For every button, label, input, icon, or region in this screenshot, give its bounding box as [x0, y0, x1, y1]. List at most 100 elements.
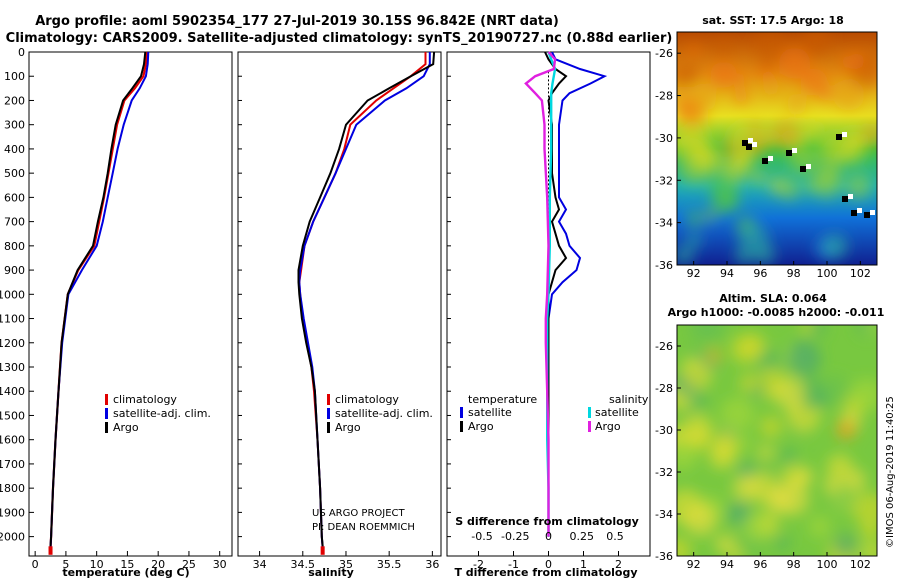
sst-texture-blob	[714, 37, 733, 56]
legend-swatch-satellite	[105, 408, 108, 419]
sla-xtick-label: 96	[753, 558, 767, 571]
imos-timestamp: ©IMOS 06-Aug-2019 11:40:25	[885, 396, 896, 548]
depth-tick-label: 1400	[0, 385, 25, 398]
sla-texture-blob	[850, 378, 877, 412]
sla-texture-blob	[728, 548, 744, 556]
sla-texture-blob	[677, 537, 692, 556]
legend-label-climatology: climatology	[335, 393, 399, 406]
temperature-xtick-label: 0	[32, 558, 39, 571]
sla-map-image	[677, 325, 877, 556]
sla-texture-blob	[741, 512, 772, 542]
sla-texture	[677, 325, 877, 556]
depth-tick-label: 1200	[0, 337, 25, 350]
series-line-salinity-argo	[524, 51, 557, 537]
temperature-xtick-label: 20	[151, 558, 165, 571]
depth-tick-label: 700	[4, 216, 25, 229]
sst-texture-blob	[710, 190, 736, 215]
sst-map-axes: 92 94 96 98 100 102 -26 -28 -30 -32 -34 -36	[655, 47, 871, 280]
difference-xtick-label: -2	[473, 558, 484, 571]
sla-texture-blob	[773, 377, 806, 410]
sla-texture-blob	[795, 467, 814, 486]
sst-xtick-label: 96	[753, 267, 767, 280]
sla-texture-blob	[691, 392, 708, 409]
depth-axis: 0 100 200 300 400 500 600 700 800 900 1000 1100 1200…	[0, 46, 451, 544]
legend-label-temp-argo: Argo	[468, 420, 494, 433]
sla-texture-blob	[684, 504, 717, 537]
depth-tick-label: 900	[4, 264, 25, 277]
s-difference-tick-label: 0	[545, 530, 552, 543]
salinity-xtick-label: 34	[253, 558, 267, 571]
sst-texture-blob	[734, 246, 754, 265]
legend-label-argo: Argo	[335, 421, 361, 434]
sst-texture-blob	[686, 43, 701, 57]
sst-texture-blob	[805, 32, 832, 51]
depth-tick-label: 1700	[0, 458, 25, 471]
cloud-pixel-dark	[742, 140, 748, 146]
legend-label-climatology: climatology	[113, 393, 177, 406]
sst-map-title: sat. SST: 17.5 Argo: 18	[702, 14, 844, 27]
cloud-pixel-light	[752, 142, 757, 147]
sst-texture-blob	[800, 68, 828, 96]
sla-ytick-label: -34	[655, 508, 673, 521]
legend-swatch-climatology	[327, 394, 330, 405]
sst-ytick-label: -30	[655, 132, 673, 145]
depth-tick-label: 400	[4, 143, 25, 156]
sst-texture-blob	[677, 245, 694, 265]
salinity-xtick-label: 35.5	[377, 558, 402, 571]
cloud-pixel-dark	[800, 166, 806, 172]
legend-swatch-argo	[105, 422, 108, 433]
sst-texture-blob	[779, 47, 811, 79]
difference-xtick-label: 2	[615, 558, 622, 571]
series-line-argo	[297, 51, 436, 547]
cloud-pixel-dark	[746, 144, 752, 150]
sla-ytick-label: -32	[655, 466, 673, 479]
sla-texture-blob	[706, 348, 722, 364]
sst-texture-blob	[840, 55, 854, 68]
figure-title-line1: Argo profile: aoml 5902354_177 27-Jul-20…	[35, 14, 559, 29]
sst-texture-blob	[710, 61, 737, 89]
series-line-satellite-adj-clim-	[49, 51, 150, 549]
sst-texture-blob	[733, 88, 749, 104]
legend-title-salinity: salinity	[609, 393, 649, 406]
legend-label-sal-satellite: satellite	[595, 406, 639, 419]
cloud-pixel-dark	[864, 212, 870, 218]
salinity-panel-frame	[237, 51, 442, 557]
series-line-argo	[49, 51, 147, 547]
sst-texture-blob	[845, 173, 872, 200]
sla-texture-blob	[826, 453, 853, 480]
salinity-xlabel: salinity	[308, 566, 354, 579]
sla-texture-blob	[775, 481, 810, 516]
sst-texture-blob	[832, 79, 865, 111]
sst-texture-blob	[750, 170, 765, 185]
sst-xtick-label: 94	[720, 267, 734, 280]
sla-texture-blob	[739, 373, 759, 393]
s-difference-tick-label: 0.5	[606, 530, 624, 543]
sst-texture-blob	[849, 131, 865, 146]
temperature-xlabel: temperature (deg C)	[62, 566, 189, 579]
sla-texture-blob	[680, 358, 713, 390]
figure-title-line2: Climatology: CARS2009. Satellite-adjuste…	[6, 31, 673, 46]
legend-swatch-sal-argo	[588, 421, 591, 432]
depth-tick-label: 0	[18, 46, 25, 59]
cloud-pixel-dark	[842, 196, 848, 202]
temperature-xtick-label: 5	[62, 558, 69, 571]
depth-tick-label: 1800	[0, 482, 25, 495]
sla-texture-blob	[688, 325, 719, 344]
depth-tick-label: 300	[4, 119, 25, 132]
depth-tick-label: 1000	[0, 288, 25, 301]
sst-texture-blob	[859, 123, 877, 147]
sla-texture-blob	[758, 444, 773, 460]
series-line-temperature-argo	[544, 51, 568, 537]
series-line-temperature-satellite	[547, 51, 608, 537]
depth-tick-label: 100	[4, 70, 25, 83]
sla-texture-blob	[864, 325, 877, 335]
depth-tick-label: 1100	[0, 313, 25, 326]
difference-xtick-label: -1	[508, 558, 519, 571]
s-difference-tick-label: 0.25	[570, 530, 595, 543]
sla-texture-blob	[718, 428, 735, 445]
sla-texture-blob	[786, 341, 821, 376]
cloud-pixel-light	[768, 156, 773, 161]
sst-texture-blob	[686, 210, 703, 228]
sla-texture-blob	[819, 375, 849, 404]
temperature-xtick-label: 10	[90, 558, 104, 571]
